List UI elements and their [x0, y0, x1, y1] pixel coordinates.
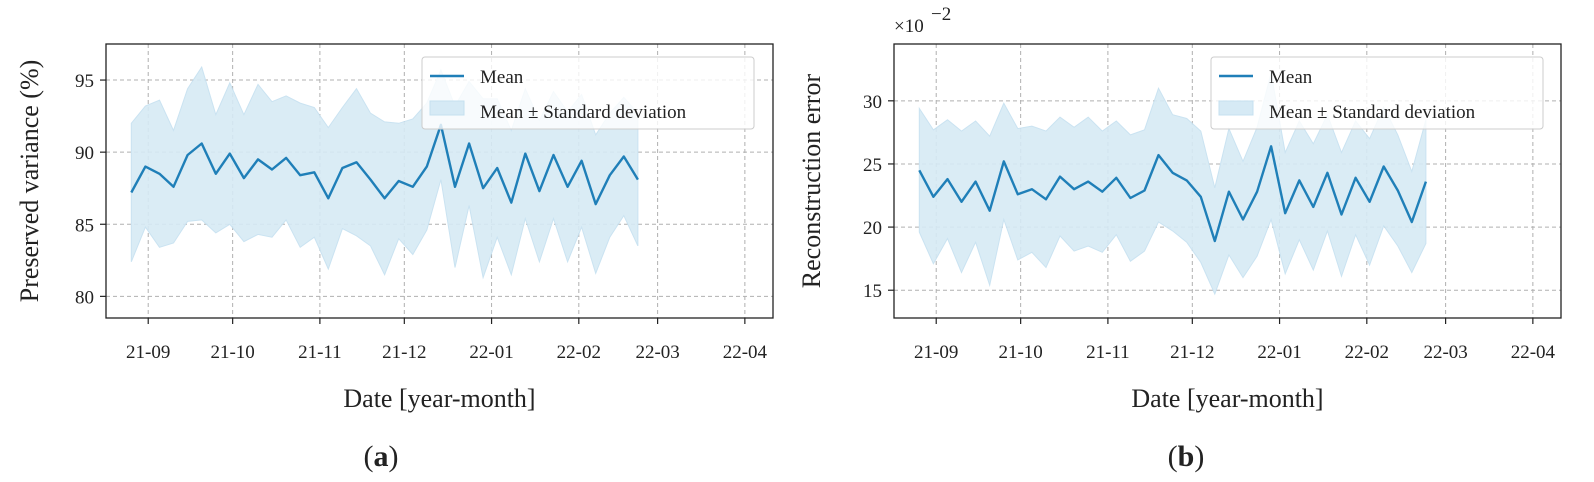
legend-mean-label: Mean — [1269, 67, 1313, 88]
x-tick-label: 21-09 — [126, 342, 170, 363]
legend-box — [1210, 56, 1544, 130]
x-axis-label: Date [year-month] — [1131, 384, 1323, 413]
panel-a: 21-09 21-10 21-11 21-12 22-01 22-02 22-03 22-04… — [15, 43, 774, 473]
x-tick-label: 22-03 — [1423, 342, 1467, 363]
legend-band-label: Mean ± Standard deviation — [480, 102, 687, 123]
x-tick-label: 22-04 — [723, 342, 768, 363]
y-tick-label: 20 — [863, 218, 882, 239]
x-tick-label: 21-12 — [382, 342, 426, 363]
x-tick-label: 21-12 — [1170, 342, 1214, 363]
x-tick-label: 21-10 — [998, 342, 1042, 363]
y-tick-label: 95 — [75, 71, 94, 92]
x-tick-label: 21-11 — [1086, 342, 1130, 363]
legend-band-swatch — [429, 100, 465, 116]
x-tick-label: 22-02 — [1345, 342, 1389, 363]
x-axis-label: Date [year-month] — [343, 384, 535, 413]
y-axis-label: Preserved variance (%) — [15, 60, 44, 303]
y-tick-label: 90 — [75, 143, 94, 164]
x-tick-label: 22-02 — [557, 342, 601, 363]
panel-b: 21-09 21-10 21-11 21-12 22-01 22-02 22-03 22-04… — [797, 4, 1562, 473]
x-tick-label: 22-01 — [469, 342, 513, 363]
mean-line — [918, 145, 1428, 243]
plot-frame — [105, 43, 774, 319]
x-tick-label: 21-10 — [210, 342, 254, 363]
legend-mean-label: Mean — [480, 67, 524, 88]
legend-band-label: Mean ± Standard deviation — [1269, 102, 1476, 123]
y-multiplier: ×10 — [894, 16, 924, 37]
legend-box — [421, 56, 755, 130]
x-tick-label: 22-03 — [635, 342, 679, 363]
y-tick-label: 25 — [863, 155, 882, 176]
std-band — [130, 65, 639, 280]
plot-frame — [893, 43, 1562, 319]
y-tick-label: 80 — [75, 287, 94, 308]
x-tick-label: 22-01 — [1257, 342, 1301, 363]
legend-band-swatch — [1218, 100, 1254, 116]
y-multiplier-exponent: −2 — [931, 4, 951, 25]
x-tick-label: 22-04 — [1511, 342, 1556, 363]
x-tick-label: 21-11 — [298, 342, 342, 363]
y-tick-label: 85 — [75, 215, 94, 236]
x-tick-label: 21-09 — [914, 342, 958, 363]
mean-line — [130, 123, 639, 206]
y-tick-label: 15 — [863, 281, 882, 302]
panel-label: (a) — [364, 440, 399, 473]
panel-label: (b) — [1168, 440, 1205, 473]
y-tick-label: 30 — [863, 92, 882, 113]
y-axis-label: Reconstruction error — [797, 73, 826, 288]
